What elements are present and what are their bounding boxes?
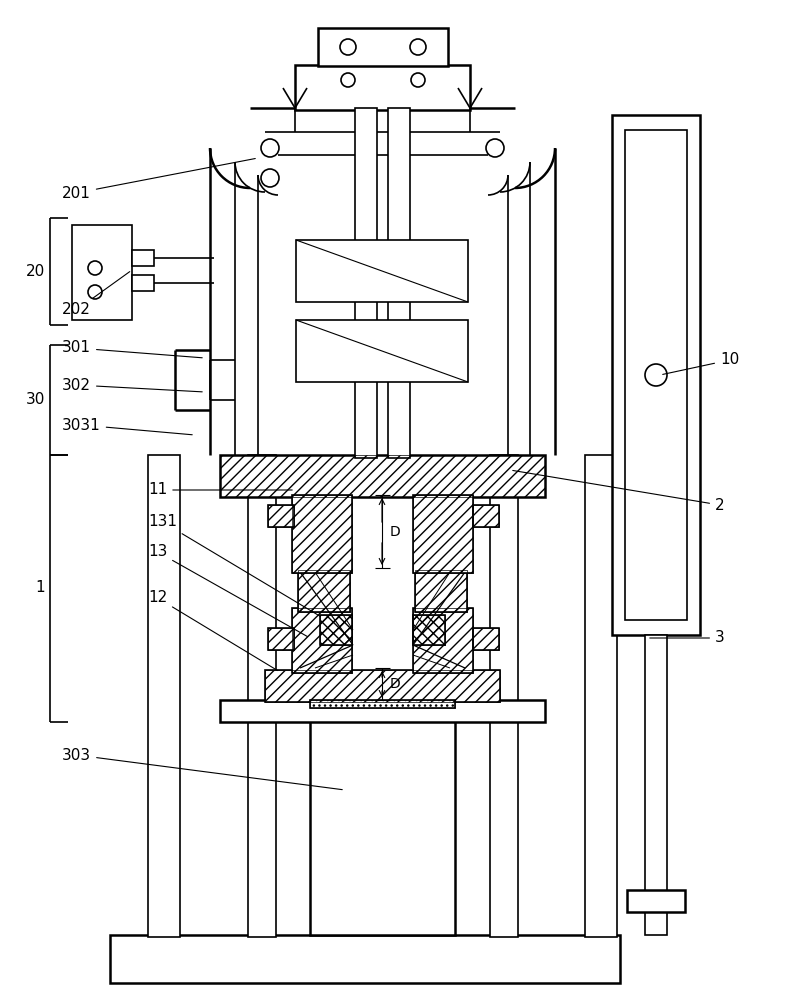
Text: 201: 201 — [62, 159, 255, 200]
Bar — [473, 628, 499, 650]
Bar — [320, 615, 352, 645]
Bar — [148, 455, 180, 937]
Text: 13: 13 — [148, 544, 308, 637]
Circle shape — [411, 73, 425, 87]
Bar — [473, 505, 499, 527]
Text: D: D — [390, 525, 401, 539]
Text: 2: 2 — [513, 470, 725, 512]
Text: 3031: 3031 — [62, 418, 192, 435]
Bar — [132, 250, 154, 266]
Bar — [310, 720, 455, 935]
Text: 10: 10 — [663, 353, 739, 374]
Bar — [132, 275, 154, 291]
Bar — [268, 505, 294, 527]
Bar — [292, 495, 352, 573]
Circle shape — [340, 39, 356, 55]
Bar — [298, 570, 350, 612]
Bar — [388, 108, 410, 458]
Bar — [355, 108, 377, 458]
Bar — [220, 700, 545, 722]
Circle shape — [645, 364, 667, 386]
Text: 131: 131 — [148, 514, 320, 617]
Text: 30: 30 — [26, 392, 45, 408]
Bar — [415, 570, 467, 612]
Bar — [268, 505, 294, 527]
Text: 12: 12 — [148, 590, 278, 671]
Text: 202: 202 — [62, 272, 130, 318]
Bar — [318, 28, 448, 66]
Bar — [415, 570, 467, 612]
Bar — [292, 608, 352, 673]
Bar — [220, 455, 545, 497]
Bar — [310, 700, 455, 708]
Bar — [292, 495, 352, 573]
Text: 301: 301 — [62, 340, 202, 358]
Bar — [248, 455, 276, 937]
Bar — [296, 320, 468, 382]
Text: 302: 302 — [62, 377, 202, 392]
Bar — [645, 635, 667, 935]
Circle shape — [410, 39, 426, 55]
Bar — [320, 615, 352, 645]
Bar — [413, 615, 445, 645]
Circle shape — [486, 139, 504, 157]
Bar — [292, 608, 352, 673]
Circle shape — [261, 169, 279, 187]
Bar — [413, 608, 473, 673]
Bar — [268, 628, 294, 650]
Bar — [413, 495, 473, 573]
Bar — [413, 495, 473, 573]
Bar — [298, 570, 350, 612]
Bar — [265, 670, 500, 702]
Text: 3: 3 — [650, 631, 725, 646]
Bar — [625, 130, 687, 620]
Text: D: D — [390, 677, 401, 691]
Bar — [413, 615, 445, 645]
Bar — [585, 455, 617, 937]
Circle shape — [341, 73, 355, 87]
Bar — [473, 505, 499, 527]
Bar — [627, 890, 685, 912]
Bar — [413, 608, 473, 673]
Bar — [268, 628, 294, 650]
Bar — [265, 670, 500, 702]
Bar — [295, 65, 470, 110]
Text: 303: 303 — [62, 748, 342, 790]
Text: 20: 20 — [26, 264, 45, 279]
Bar — [72, 225, 132, 320]
Bar — [310, 700, 455, 708]
Circle shape — [88, 285, 102, 299]
Bar — [296, 240, 468, 302]
Bar — [612, 115, 700, 635]
Text: 11: 11 — [148, 483, 292, 497]
Bar — [220, 455, 545, 497]
Bar — [490, 455, 518, 937]
Bar — [110, 935, 620, 983]
Circle shape — [88, 261, 102, 275]
Bar — [473, 628, 499, 650]
Text: 1: 1 — [35, 580, 45, 595]
Circle shape — [261, 139, 279, 157]
